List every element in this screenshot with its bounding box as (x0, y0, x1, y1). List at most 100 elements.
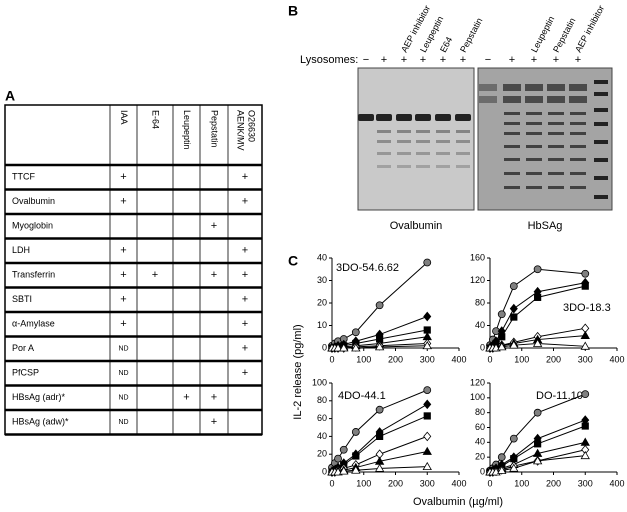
cell: + (242, 196, 248, 208)
gel-band (396, 114, 412, 121)
gel-band (436, 165, 450, 168)
lane-label: Pepstatin (458, 16, 484, 54)
cell: + (242, 245, 248, 257)
gel-band (415, 114, 431, 121)
lane-label: E64 (438, 35, 454, 54)
row-label: Myoglobin (12, 221, 53, 231)
y-tick-label: 80 (475, 297, 485, 307)
x-tick-label: 100 (356, 478, 371, 488)
panel-label: C (288, 253, 298, 269)
lane-sign: + (401, 54, 407, 66)
gel-band (594, 92, 608, 96)
gel-band (594, 195, 608, 199)
data-point (509, 463, 519, 472)
data-point (532, 338, 543, 347)
lane-sign: + (575, 54, 581, 66)
row-label: HBsAg (adr)* (12, 392, 66, 402)
gel-band (479, 96, 497, 103)
data-point (423, 258, 432, 267)
data-point (581, 390, 590, 399)
gel-band (526, 172, 542, 175)
y-tick-label: 60 (317, 413, 327, 423)
y-tick-label: 0 (480, 466, 485, 476)
data-point (423, 412, 431, 420)
gel-band (456, 152, 470, 155)
x-tick-label: 0 (487, 478, 492, 488)
cell: + (120, 196, 126, 208)
y-axis-label: IL-2 release (pg/ml) (292, 324, 304, 419)
gel-band (504, 186, 520, 189)
data-point (339, 343, 349, 352)
gel-band (570, 122, 586, 125)
data-point (509, 434, 518, 443)
cell: ND (118, 346, 128, 353)
cell: + (120, 269, 126, 281)
gel-band (504, 132, 520, 135)
y-tick-label: 0 (322, 466, 327, 476)
row-label: HBsAg (adw)* (12, 417, 69, 427)
data-point (581, 269, 590, 278)
y-tick-label: 40 (317, 252, 327, 262)
data-point (423, 311, 432, 322)
cell: + (211, 220, 217, 232)
gel-band (547, 84, 565, 91)
column-header: IAA (119, 110, 129, 125)
x-tick-label: 100 (356, 354, 371, 364)
data-point (509, 282, 518, 291)
x-tick-label: 400 (451, 354, 466, 364)
gel-band (570, 132, 586, 135)
gel-band (436, 130, 450, 133)
x-tick-label: 400 (609, 478, 624, 488)
gel-band (416, 152, 430, 155)
gel-band (570, 158, 586, 161)
data-point (581, 422, 589, 430)
data-point (351, 343, 361, 352)
y-tick-label: 80 (317, 395, 327, 405)
panel-label: B (288, 3, 298, 19)
gel-caption: HbSAg (528, 220, 563, 232)
cell: + (242, 343, 248, 355)
x-tick-label: 200 (388, 354, 403, 364)
data-point (497, 453, 506, 462)
gel-band (594, 176, 608, 180)
gel-caption: Ovalbumin (390, 220, 443, 232)
row-label: SBTI (12, 294, 32, 304)
data-point (533, 408, 542, 417)
row-label: Transferrin (12, 270, 55, 280)
gel-band (526, 158, 542, 161)
row-label: LDH (12, 245, 30, 255)
gel-band (526, 122, 542, 125)
row-label: PfCSP (12, 368, 39, 378)
y-tick-label: 120 (470, 275, 485, 285)
gel-band (456, 165, 470, 168)
x-tick-label: 0 (329, 354, 334, 364)
data-point (580, 450, 590, 460)
y-tick-label: 30 (317, 275, 327, 285)
column-header: Pepstatin (210, 110, 220, 148)
gel-band (504, 145, 520, 148)
chart-title: DO-11.10 (536, 390, 583, 402)
cell: ND (118, 370, 128, 377)
data-point (509, 340, 519, 349)
data-point (497, 465, 507, 474)
gel-band (504, 158, 520, 161)
y-tick-label: 100 (470, 392, 485, 402)
y-tick-label: 20 (475, 452, 485, 462)
y-tick-label: 160 (470, 252, 485, 262)
data-point (497, 310, 506, 319)
y-tick-label: 40 (317, 431, 327, 441)
data-point (532, 456, 543, 465)
gel-band (455, 114, 471, 121)
lysosomes-label: Lysosomes: (300, 54, 358, 66)
gel-band (456, 140, 470, 143)
gel-band (504, 112, 520, 115)
gel-band (547, 96, 565, 103)
gel-band (377, 165, 391, 168)
cell: + (242, 367, 248, 379)
x-tick-label: 0 (329, 478, 334, 488)
data-point (423, 386, 432, 395)
gel-band (526, 132, 542, 135)
data-point (580, 330, 590, 340)
gel-band (504, 172, 520, 175)
data-point (509, 303, 518, 314)
